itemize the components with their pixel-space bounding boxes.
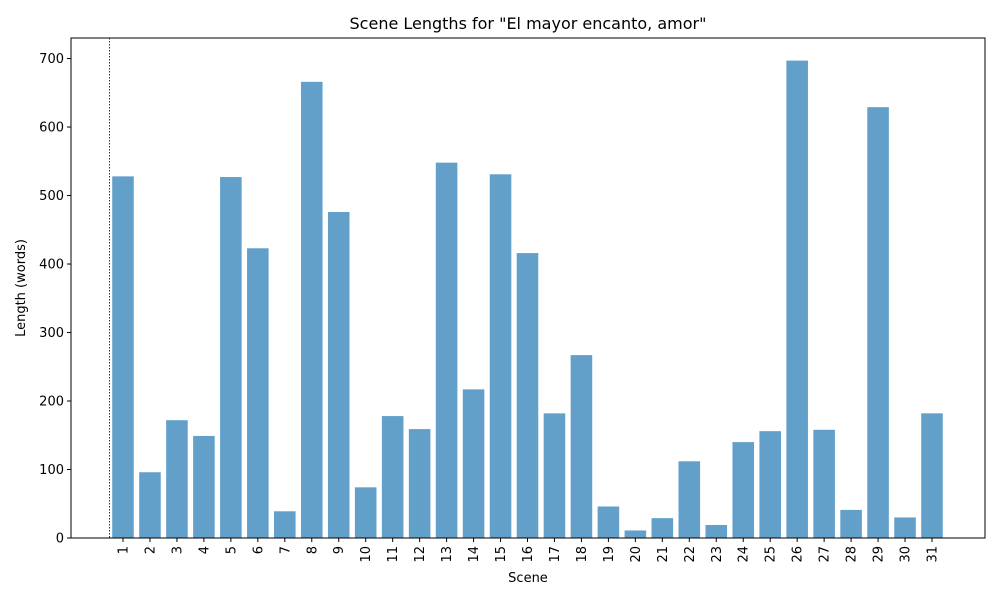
- x-axis-ticks: 1 2 3 4 5 6 7 8 9 10 11 12 13 14 15 16 17 18 19 20 21 22 23 24 2…: [117, 538, 941, 563]
- bar-scene-3: [166, 420, 188, 538]
- x-tick-label: 20: [629, 546, 644, 563]
- bar-scene-6: [247, 248, 269, 538]
- x-tick-label: 25: [764, 546, 779, 563]
- y-tick-label: 500: [39, 189, 64, 204]
- bar-scene-25: [759, 431, 781, 538]
- bar-scene-5: [220, 177, 242, 539]
- x-tick-label: 2: [143, 546, 158, 554]
- y-axis-ticks: 0 100 200 300 400 500 600 700: [39, 52, 71, 547]
- x-tick-label: 24: [737, 546, 752, 563]
- bar-scene-19: [597, 506, 620, 538]
- x-tick-label: 17: [548, 546, 563, 563]
- bar-scene-2: [139, 472, 161, 538]
- x-tick-label: 1: [117, 546, 132, 554]
- bar-scene-14: [462, 389, 485, 538]
- y-tick-label: 700: [39, 52, 64, 67]
- x-tick-label: 5: [224, 546, 239, 554]
- bar-scene-9: [327, 211, 350, 538]
- bar-scene-16: [516, 253, 539, 538]
- bar-scene-1: [112, 176, 134, 539]
- y-tick-label: 400: [39, 258, 64, 273]
- bar-scene-30: [894, 517, 916, 538]
- y-tick-label: 600: [39, 121, 64, 136]
- y-tick-label: 200: [39, 395, 64, 410]
- bar-scene-18: [570, 355, 593, 538]
- bar-scene-27: [813, 429, 835, 538]
- x-tick-label: 22: [683, 546, 698, 563]
- x-tick-label: 28: [845, 546, 860, 563]
- bar-scene-12: [408, 429, 431, 538]
- bar-scene-28: [840, 509, 862, 538]
- bar-scene-31: [921, 413, 943, 538]
- x-axis-label: Scene: [508, 571, 548, 586]
- plot-frame: [70, 37, 986, 539]
- bar-scene-8: [300, 81, 323, 538]
- x-tick-label: 29: [872, 546, 887, 563]
- bar-scene-4: [193, 435, 215, 538]
- x-tick-label: 19: [602, 546, 617, 563]
- x-tick-label: 10: [359, 546, 374, 563]
- x-tick-label: 21: [656, 546, 671, 563]
- x-tick-label: 6: [251, 546, 266, 554]
- x-tick-label: 14: [467, 546, 482, 563]
- chart-title: Scene Lengths for "El mayor encanto, amo…: [350, 14, 707, 33]
- bar-scene-29: [867, 107, 889, 539]
- bar-scene-7: [274, 511, 296, 538]
- x-tick-label: 30: [899, 546, 914, 563]
- bar-scene-24: [732, 442, 755, 538]
- bar-scene-10: [354, 487, 377, 538]
- y-tick-label: 100: [39, 463, 64, 478]
- y-tick-label: 0: [56, 532, 64, 547]
- x-tick-label: 15: [494, 546, 509, 563]
- bar-scene-13: [435, 162, 458, 538]
- bar-scene-15: [489, 174, 512, 539]
- bars-group: [112, 60, 943, 539]
- bar-scene-21: [651, 518, 674, 538]
- bar-scene-23: [705, 524, 728, 538]
- x-tick-label: 18: [575, 546, 590, 563]
- x-tick-label: 31: [926, 546, 941, 563]
- y-tick-label: 300: [39, 326, 64, 341]
- x-tick-label: 16: [521, 546, 536, 563]
- bar-scene-17: [543, 413, 566, 538]
- x-tick-label: 3: [170, 546, 185, 554]
- x-tick-label: 27: [818, 546, 833, 563]
- x-tick-label: 13: [440, 546, 455, 563]
- bar-scene-11: [381, 416, 404, 538]
- bar-scene-22: [678, 461, 701, 538]
- x-tick-label: 4: [197, 546, 212, 554]
- x-tick-label: 26: [791, 546, 806, 563]
- x-tick-label: 12: [413, 546, 428, 563]
- bar-scene-20: [624, 530, 647, 538]
- y-axis-label: Length (words): [14, 239, 29, 337]
- bar-scene-26: [786, 60, 808, 538]
- x-tick-label: 23: [710, 546, 725, 563]
- x-tick-label: 9: [332, 546, 347, 554]
- x-tick-label: 7: [278, 546, 293, 554]
- x-tick-label: 11: [386, 546, 401, 563]
- x-tick-label: 8: [305, 546, 320, 554]
